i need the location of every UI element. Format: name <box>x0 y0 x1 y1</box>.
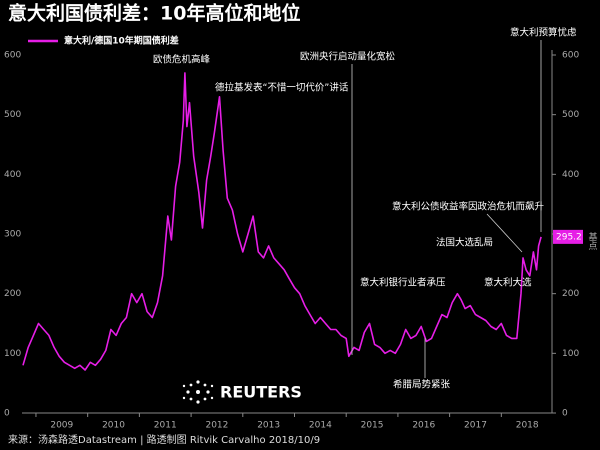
logo: REUTERS <box>220 383 302 402</box>
chart-title: 意大利国债利差：10年高位和地位 <box>8 2 300 25</box>
x-tick-label: 2010 <box>102 421 125 431</box>
y2-tick-label: 500 <box>562 110 579 120</box>
annotation: 德拉基发表“不惜一切代价”讲话 <box>215 82 349 94</box>
annotation: 法国大选乱局 <box>436 237 493 249</box>
y-tick-label: 100 <box>4 349 21 359</box>
last-value-box <box>553 229 583 244</box>
annotation: 意大利大选 <box>484 277 532 289</box>
y-tick-label: 300 <box>4 230 21 240</box>
x-tick-label: 2014 <box>309 421 332 431</box>
x-tick-label: 2012 <box>205 421 228 431</box>
y-tick-label: 600 <box>4 51 21 61</box>
logo-icon <box>182 380 214 404</box>
y2-tick-label: 600 <box>562 51 579 61</box>
y2-tick-label: 400 <box>562 170 579 180</box>
y-tick-label: 200 <box>4 289 21 299</box>
legend-label: 意大利/德国10年期国债利差 <box>64 35 179 47</box>
annotation-leader <box>486 213 523 253</box>
x-tick-label: 2009 <box>50 421 73 431</box>
y-tick-label: 0 <box>4 409 10 419</box>
y2-axis-label: 基点 <box>587 231 598 251</box>
annotation: 意大利银行业者承压 <box>360 277 446 289</box>
x-tick-label: 2011 <box>154 421 177 431</box>
y-tick-label: 400 <box>4 170 21 180</box>
x-tick-label: 2017 <box>464 421 487 431</box>
source: 来源：汤森路透Datastream | 路透制图 Ritvik Carvalho… <box>8 433 320 446</box>
y2-tick-label: 100 <box>562 349 579 359</box>
y2-tick-label: 0 <box>562 409 568 419</box>
annotation: 意大利公债收益率因政治危机而飙升 <box>392 201 545 213</box>
x-tick-label: 2016 <box>412 421 435 431</box>
y2-tick-label: 200 <box>562 289 579 299</box>
annotation: 意大利预算忧虑 <box>510 27 577 39</box>
x-tick-label: 2018 <box>516 421 539 431</box>
y-tick-label: 500 <box>4 110 21 120</box>
series-line <box>22 72 542 371</box>
last-value-label: 295.2 <box>556 232 582 242</box>
annotation: 欧债危机高峰 <box>153 54 211 66</box>
annotation: 欧洲央行启动量化宽松 <box>300 51 396 63</box>
x-tick-label: 2015 <box>361 421 384 431</box>
annotation: 希腊局势紧张 <box>393 379 451 391</box>
x-tick-label: 2013 <box>257 421 280 431</box>
